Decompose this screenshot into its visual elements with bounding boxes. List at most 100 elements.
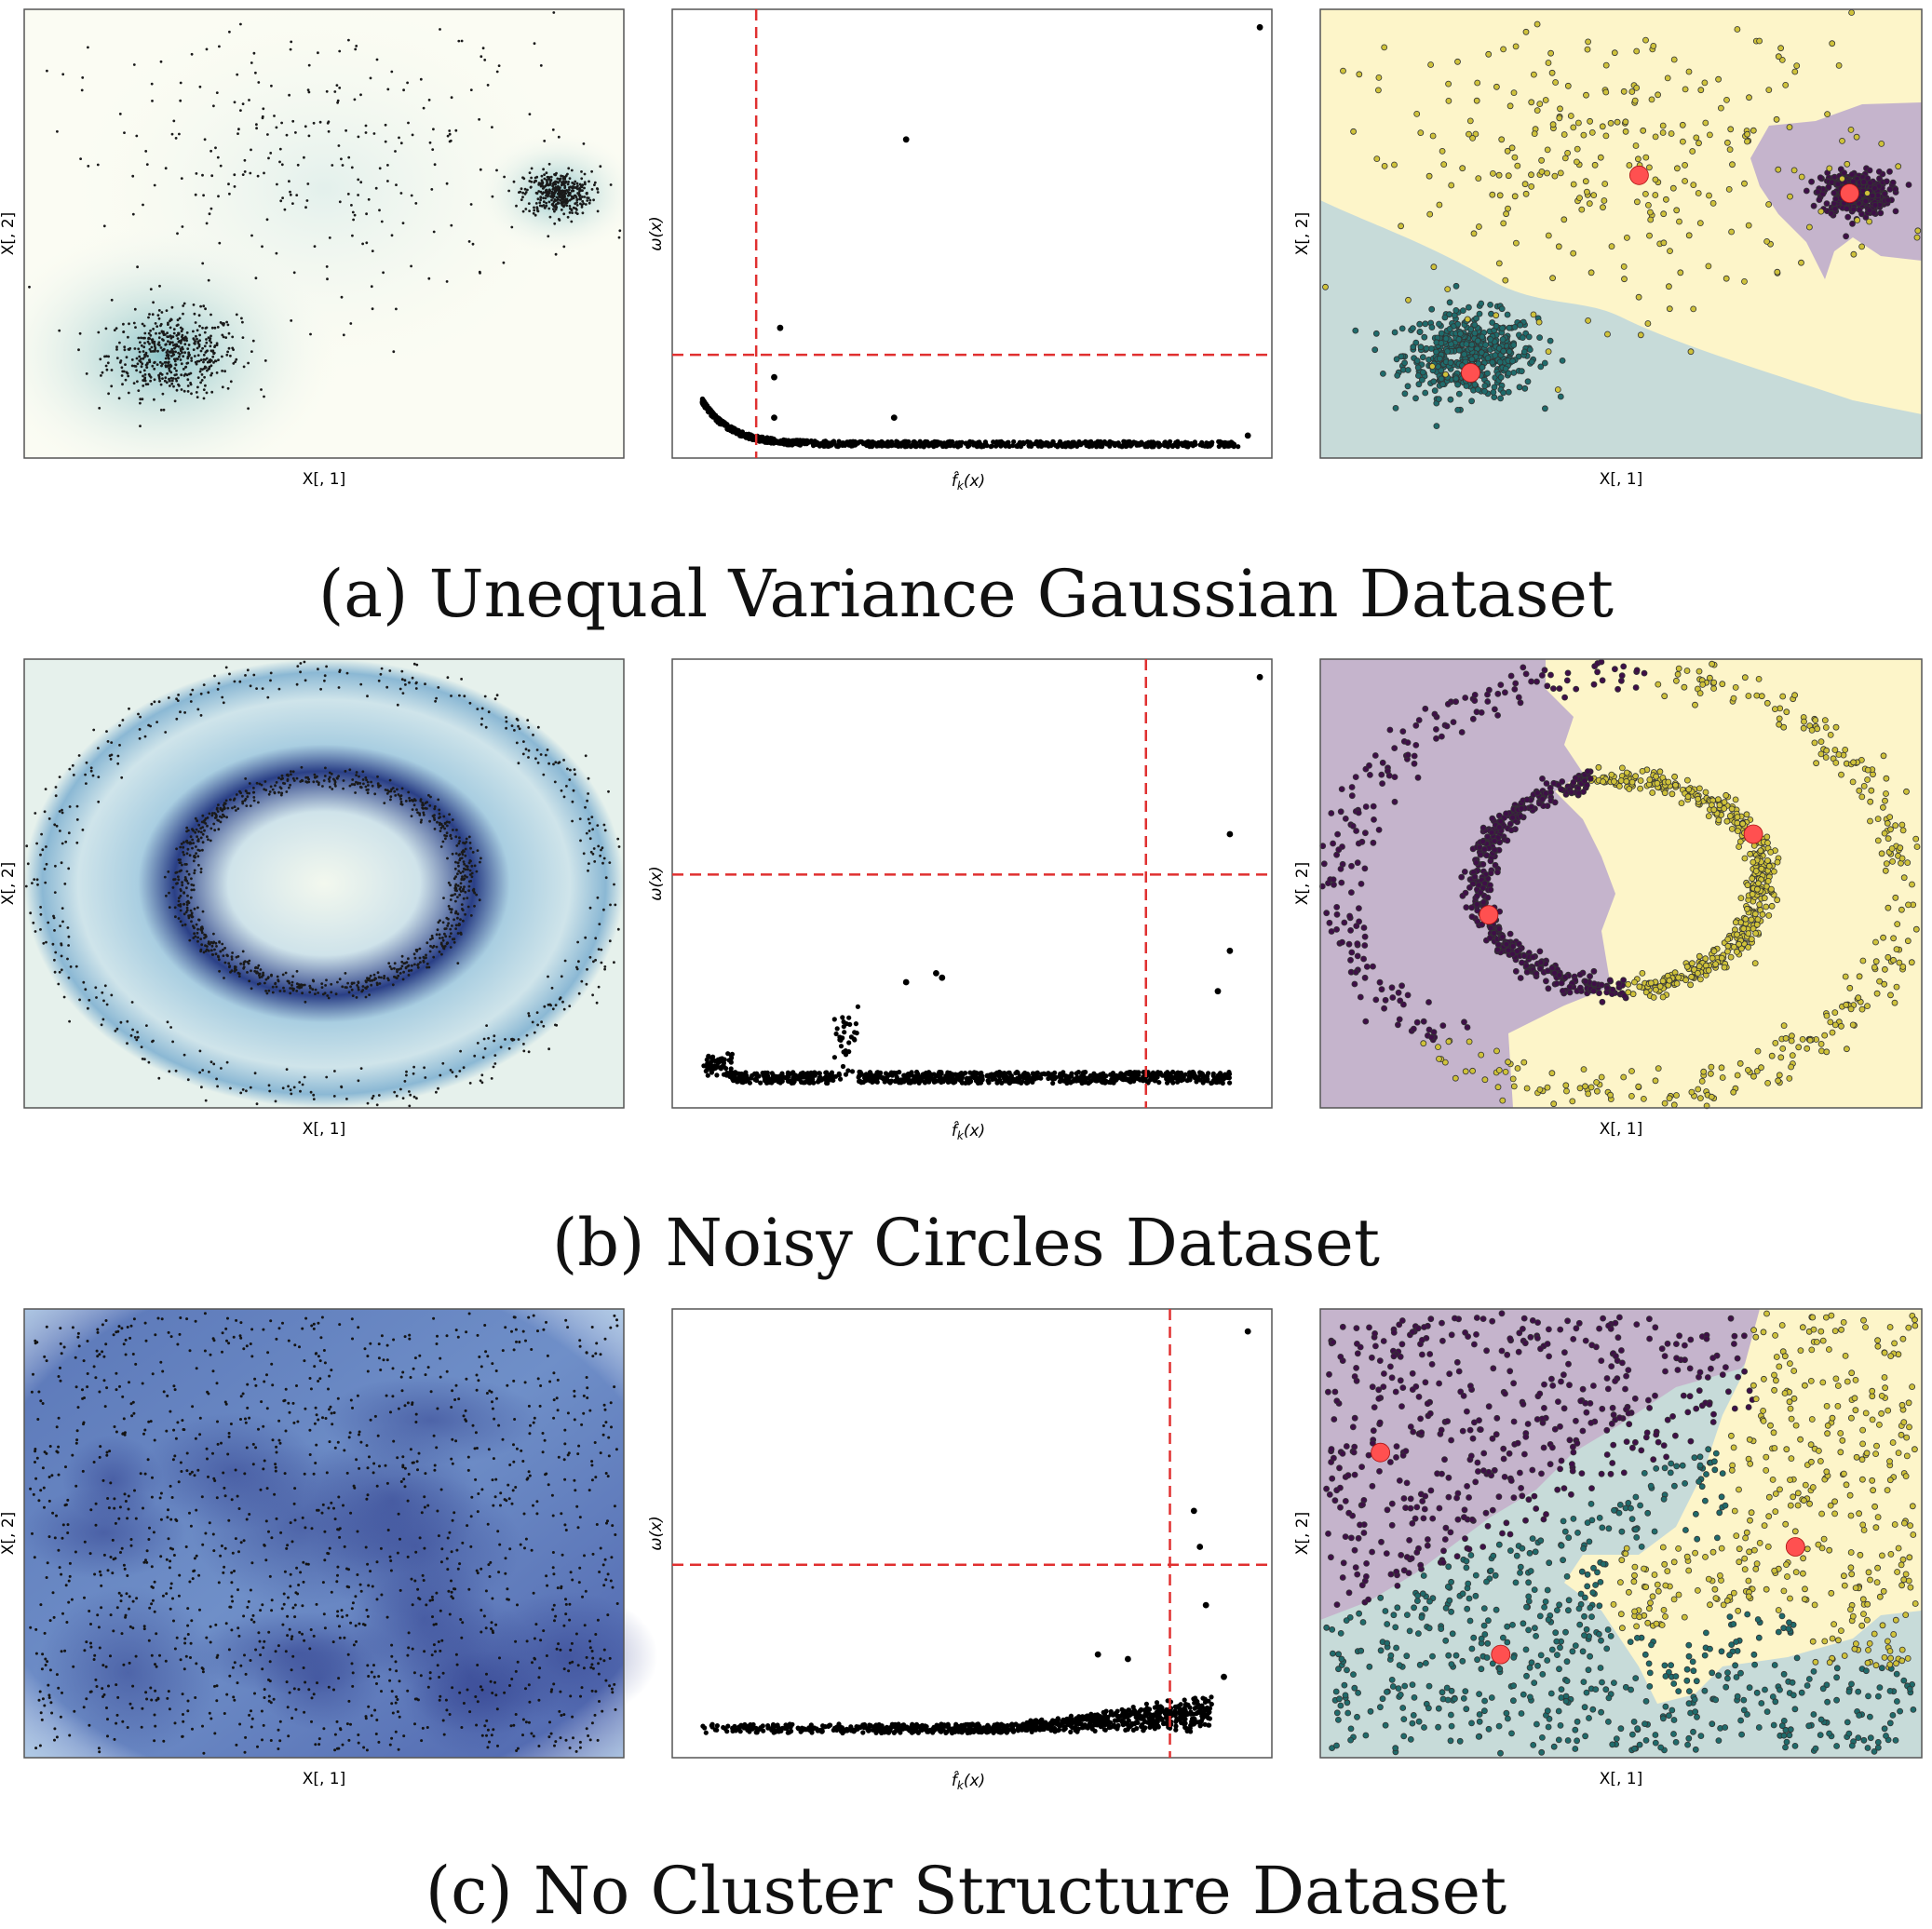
density-point — [330, 991, 332, 993]
cluster-point-yellow — [1471, 231, 1477, 236]
density-point — [154, 350, 156, 353]
density-point — [250, 350, 253, 353]
cluster-point-teal — [1492, 384, 1497, 390]
density-point — [123, 131, 126, 134]
density-point — [325, 1076, 328, 1079]
density-point — [206, 223, 209, 225]
density-point — [516, 742, 519, 745]
density-point — [588, 822, 591, 825]
density-point — [511, 1039, 514, 1042]
density-point — [180, 327, 182, 330]
density-point — [569, 177, 572, 180]
density-point — [181, 330, 183, 332]
density-point — [95, 996, 98, 999]
density-point — [393, 967, 396, 970]
density-point — [215, 952, 218, 955]
density-point — [221, 943, 223, 946]
density-point — [555, 209, 558, 211]
density-point — [214, 327, 217, 330]
density-point — [196, 396, 199, 398]
cluster-point-yellow — [1844, 161, 1850, 167]
density-point — [187, 390, 190, 393]
density-point — [457, 932, 460, 935]
density-point — [480, 1079, 482, 1082]
density-point — [536, 208, 539, 210]
density-point — [216, 808, 219, 811]
density-point — [116, 357, 119, 359]
density-point — [554, 761, 557, 763]
density-point — [242, 102, 245, 105]
density-point — [282, 1086, 285, 1089]
cluster-point-yellow — [1674, 166, 1680, 171]
density-point — [274, 784, 277, 787]
density-point — [181, 177, 183, 180]
density-point — [520, 198, 523, 201]
density-point — [53, 823, 56, 826]
cluster-point-yellow — [1661, 240, 1667, 246]
density-point — [34, 812, 36, 815]
density-point — [59, 776, 61, 778]
cluster-point-yellow — [1728, 127, 1734, 132]
cluster-point-purple — [1845, 214, 1851, 220]
decision-point-outlier — [777, 325, 784, 331]
decision-point — [1127, 439, 1131, 444]
density-point — [183, 343, 186, 345]
density-point — [263, 396, 265, 398]
density-point — [521, 176, 524, 179]
density-point — [140, 357, 142, 360]
density-point — [207, 816, 209, 819]
density-point — [455, 844, 458, 847]
density-point — [178, 900, 181, 903]
density-point — [568, 778, 571, 781]
density-point — [99, 357, 101, 360]
density-point — [386, 180, 389, 182]
cluster-point-yellow — [1561, 132, 1567, 138]
density-point — [173, 367, 176, 370]
cluster-point-yellow — [1624, 235, 1629, 240]
density-point — [387, 962, 390, 964]
density-point — [164, 876, 167, 879]
density-point — [268, 1084, 271, 1086]
density-point — [185, 863, 188, 866]
decision-point — [711, 411, 716, 416]
density-point — [485, 1024, 488, 1027]
cluster-point-yellow — [1867, 219, 1872, 224]
density-point — [346, 982, 349, 985]
density-point — [566, 768, 569, 771]
cluster-point-yellow — [1718, 105, 1723, 111]
cluster-point-teal — [1453, 376, 1459, 382]
density-point — [123, 371, 126, 373]
density-point — [451, 924, 453, 927]
density-point — [614, 904, 616, 907]
density-point — [423, 107, 426, 110]
density-point — [450, 895, 453, 897]
cluster-point-teal — [1482, 388, 1488, 394]
density-point — [188, 873, 191, 876]
density-point — [136, 265, 139, 268]
density-point — [220, 321, 223, 324]
density-point — [562, 212, 565, 215]
density-point — [541, 181, 544, 183]
density-point — [200, 943, 203, 946]
density-point — [487, 1037, 490, 1040]
panel-a-cluster: X[, 1] X[, 2] — [1293, 9, 1922, 489]
density-point — [432, 128, 435, 130]
density-point — [365, 996, 368, 999]
cluster-point-teal — [1472, 382, 1478, 387]
cluster-point-teal — [1490, 359, 1495, 365]
density-point — [139, 351, 142, 354]
density-point — [216, 344, 219, 346]
density-point — [411, 969, 413, 972]
density-point — [158, 317, 161, 320]
density-point — [276, 781, 278, 784]
density-point — [493, 1054, 496, 1057]
density-point — [68, 936, 71, 938]
density-point — [209, 314, 212, 317]
decision-point — [706, 1073, 710, 1078]
density-point — [141, 344, 143, 347]
decision-point — [1208, 444, 1212, 449]
density-point — [203, 820, 206, 823]
density-point — [281, 775, 284, 777]
density-point — [567, 167, 570, 169]
density-point — [350, 204, 353, 207]
